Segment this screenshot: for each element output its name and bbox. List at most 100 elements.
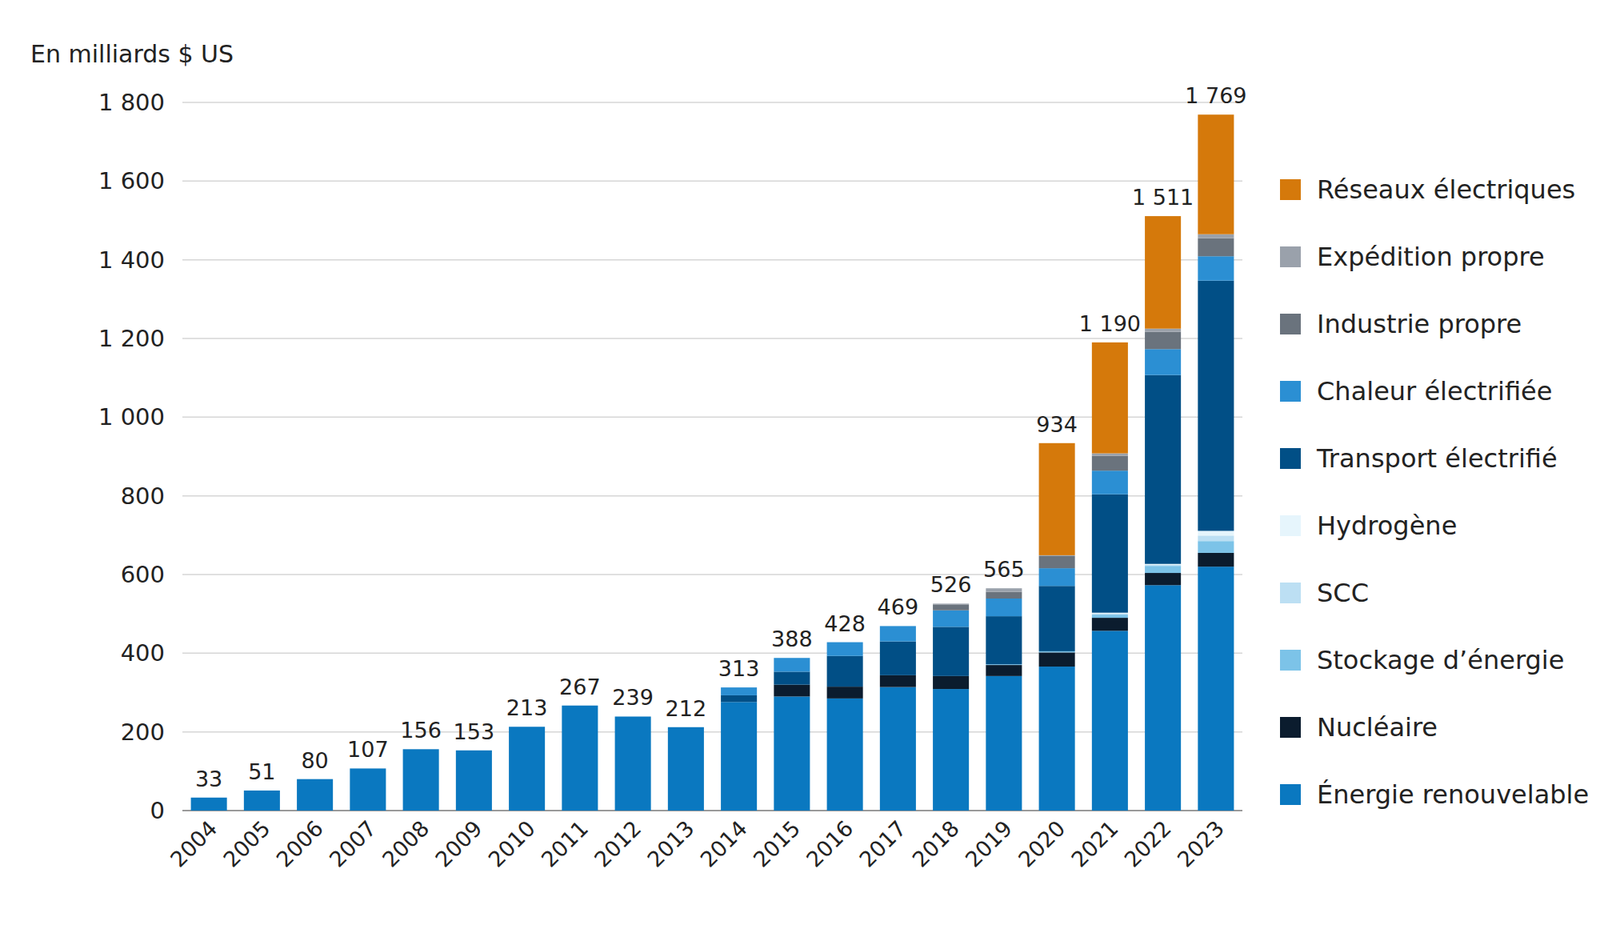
- bar-segment: [880, 675, 916, 688]
- bar-segment: [932, 610, 969, 628]
- bar-segment: [561, 704, 598, 706]
- bar-segment: [349, 768, 386, 811]
- grid-line: [182, 101, 1243, 104]
- bar-segment: [349, 768, 386, 769]
- bar-segment: [773, 657, 810, 672]
- bar-segment: [1039, 556, 1076, 568]
- grid-line: [182, 337, 1243, 340]
- bar-segment: [668, 727, 704, 811]
- bar-segment: [773, 696, 810, 811]
- bar-segment: [773, 684, 810, 697]
- y-tick-label: 800: [120, 482, 165, 510]
- bar-segment: [668, 726, 704, 728]
- bar-segment: [827, 656, 864, 687]
- bar-segment: [296, 778, 333, 780]
- bar-segment: [456, 749, 492, 751]
- bar-segment: [1197, 540, 1234, 553]
- bar-segment: [244, 789, 280, 791]
- bar-segment: [827, 641, 864, 643]
- bar-segment: [296, 778, 333, 780]
- bar-segment: [244, 789, 280, 791]
- legend-label: Expédition propre: [1316, 241, 1545, 272]
- bar-segment: [932, 604, 969, 610]
- bar-segment: [456, 749, 492, 751]
- bar-segment: [880, 687, 916, 811]
- bar-segment: [403, 748, 440, 750]
- bar-segment: [720, 687, 757, 688]
- bar-segment: [403, 748, 440, 750]
- bar-segment: [191, 796, 228, 798]
- x-tick-label: 2018: [907, 815, 964, 872]
- bar-segment: [1144, 332, 1181, 350]
- legend-swatch: [1280, 448, 1301, 469]
- bar-segment: [1039, 651, 1076, 652]
- x-tick-label: 2011: [536, 815, 594, 872]
- legend-swatch: [1280, 582, 1301, 604]
- legend-label: Chaleur électrifiée: [1316, 376, 1552, 407]
- bar-segment: [985, 588, 1022, 592]
- bar-segment: [191, 796, 228, 798]
- total-label: 428: [824, 611, 866, 636]
- bar-segment: [615, 716, 652, 717]
- bar-segment: [720, 701, 757, 811]
- bar-segment: [827, 642, 864, 656]
- bar-segment: [1144, 565, 1181, 573]
- bar-segment: [403, 748, 440, 750]
- total-label: 1 511: [1132, 184, 1194, 210]
- bar-segment: [1092, 630, 1128, 811]
- x-tick-label: 2010: [483, 815, 540, 872]
- bar-segment: [244, 789, 280, 791]
- bar-segment: [985, 676, 1022, 811]
- bar-segment: [561, 704, 598, 706]
- bar-segment: [296, 778, 333, 780]
- grid-line: [182, 416, 1243, 419]
- bar-segment: [561, 704, 598, 706]
- bar-segment: [456, 749, 492, 751]
- bar-segment: [615, 716, 652, 717]
- bar-segment: [349, 768, 386, 769]
- y-tick-label: 600: [120, 560, 165, 588]
- bar-segment: [456, 749, 492, 751]
- legend-label: Transport électrifié: [1316, 443, 1558, 474]
- bar-segment: [773, 657, 810, 659]
- bar-segment: [1197, 280, 1234, 532]
- bar-segment: [1144, 572, 1181, 585]
- grid-line: [182, 573, 1243, 576]
- total-label: 934: [1036, 412, 1078, 437]
- legend-swatch: [1280, 179, 1301, 200]
- x-tick-label: 2020: [1013, 815, 1071, 872]
- bar-segment: [508, 726, 545, 728]
- total-label: 213: [506, 695, 548, 720]
- bar-segment: [191, 796, 228, 798]
- y-tick-label: 1 600: [98, 167, 165, 195]
- bar-segment: [720, 687, 757, 696]
- grid-line: [182, 495, 1243, 497]
- bar-segment: [1197, 530, 1234, 536]
- x-tick-label: 2015: [748, 815, 806, 872]
- bar-segment: [985, 598, 1022, 616]
- bar-segment: [191, 796, 228, 798]
- bar-segment: [1197, 552, 1234, 567]
- x-tick-label: 2007: [324, 815, 382, 872]
- bar-segment: [1197, 234, 1234, 239]
- bar-segment: [296, 779, 333, 811]
- bar-segment: [403, 748, 440, 750]
- bar-segment: [827, 698, 864, 811]
- y-axis-label: En milliards $ US: [30, 40, 234, 68]
- legend-swatch: [1280, 380, 1301, 402]
- legend-swatch: [1280, 649, 1301, 671]
- total-label: 1 769: [1184, 83, 1247, 108]
- bar-segment: [880, 625, 916, 627]
- bar-segment: [296, 778, 333, 780]
- grid-line: [182, 652, 1243, 655]
- bar-segment: [720, 687, 757, 688]
- bar-segment: [403, 748, 440, 750]
- bar-segment: [615, 716, 652, 811]
- bar-segment: [296, 778, 333, 780]
- x-tick-label: 2016: [801, 815, 859, 872]
- bar-segment: [932, 676, 969, 689]
- legend-label: SCC: [1316, 577, 1369, 608]
- bar-segment: [932, 603, 969, 604]
- x-tick-label: 2004: [165, 815, 223, 872]
- bar-segment: [1092, 470, 1128, 495]
